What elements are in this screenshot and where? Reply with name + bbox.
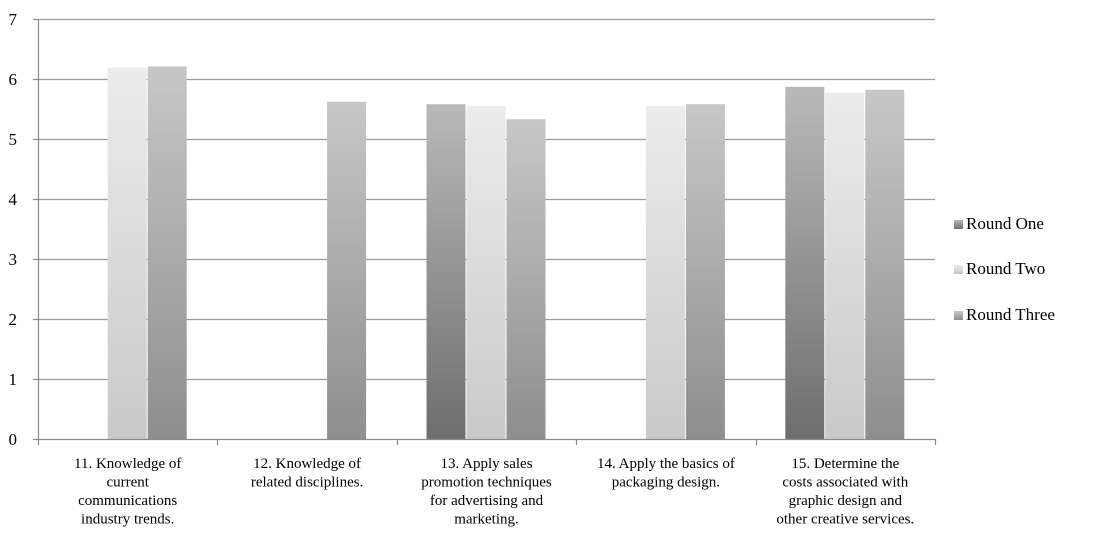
y-tick-labels: 0 1 2 3 4 5 6 7 xyxy=(9,10,18,449)
y-tick-label-6: 6 xyxy=(9,70,18,89)
bar-round-two-cat4 xyxy=(645,106,685,439)
legend-swatch-round-three xyxy=(954,311,963,320)
bar-round-three-cat1 xyxy=(147,66,187,440)
category-label-3: 13. Apply sales promotion techniques for a… xyxy=(421,456,552,528)
bar-round-two-cat5 xyxy=(825,92,865,440)
y-tick-label-4: 4 xyxy=(9,190,18,209)
legend-label-round-two: Round Two xyxy=(966,259,1045,278)
bar-round-two-cat1 xyxy=(107,67,147,439)
bar-round-one-cat5 xyxy=(785,86,825,440)
y-tick-label-2: 2 xyxy=(9,310,18,329)
legend-swatch-round-one xyxy=(954,220,963,229)
category-label-1: 11. Knowledge of current communications ind… xyxy=(74,456,181,528)
legend-label-round-one: Round One xyxy=(966,214,1044,233)
bar-round-one-cat3 xyxy=(426,104,466,439)
bars xyxy=(107,66,905,440)
bar-round-three-cat3 xyxy=(506,119,546,439)
category-label-2: 12. Knowledge of related disciplines. xyxy=(251,456,363,491)
y-tick-label-1: 1 xyxy=(9,370,18,389)
y-tick-label-0: 0 xyxy=(9,430,18,449)
legend: Round One Round Two Round Three xyxy=(954,214,1055,324)
bar-round-three-cat2 xyxy=(327,101,367,440)
bar-round-two-cat3 xyxy=(466,106,506,439)
y-tick-label-7: 7 xyxy=(9,10,18,29)
category-labels: 11. Knowledge of current communications ind… xyxy=(74,456,914,528)
category-label-4: 14. Apply the basics of packaging design. xyxy=(597,456,735,491)
y-tick-label-3: 3 xyxy=(9,250,18,269)
bar-round-three-cat4 xyxy=(685,104,725,439)
axes xyxy=(33,18,937,445)
legend-swatch-round-two xyxy=(954,265,963,274)
legend-label-round-three: Round Three xyxy=(966,305,1055,324)
y-tick-label-5: 5 xyxy=(9,130,18,149)
category-label-5: 15. Determine the costs associated with gr… xyxy=(776,456,914,528)
bar-round-three-cat5 xyxy=(865,89,905,440)
